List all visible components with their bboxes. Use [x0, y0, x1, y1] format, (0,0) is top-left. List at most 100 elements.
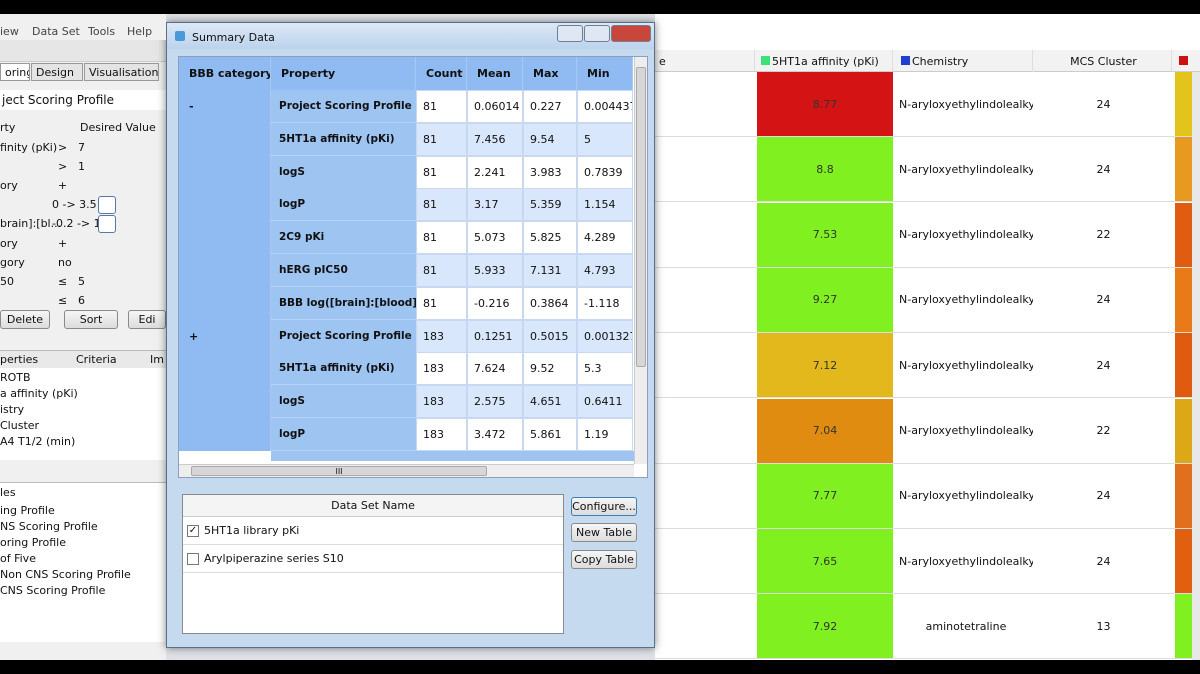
strip-cell [1175, 202, 1192, 267]
value-cell: 3.472 [467, 418, 523, 451]
header-label: e [659, 54, 666, 68]
grid-header [1175, 50, 1192, 72]
value-cell: 0.004437 [577, 90, 633, 123]
value-cell: 7.456 [467, 122, 523, 156]
list-header: Data Set Name [183, 495, 563, 517]
criterion-name: 50 [0, 274, 14, 288]
button[interactable]: Copy Table [571, 550, 637, 569]
button[interactable]: Delete [0, 310, 50, 329]
toolbar [0, 40, 166, 62]
bottom-bar [0, 660, 1200, 674]
menu-item[interactable]: Tools [88, 24, 116, 38]
value-cell: 7.624 [467, 352, 523, 386]
button[interactable]: Configure... [571, 497, 637, 516]
affinity-cell: 7.65 [757, 529, 893, 594]
value-cell: 0.3864 [523, 286, 577, 320]
affinity-cell: 7.77 [757, 463, 893, 528]
row-line [183, 572, 563, 573]
menu-item[interactable]: Help [127, 24, 153, 38]
scrollbar [1192, 72, 1200, 660]
chemistry-cell: N-aryloxyethylindolealkyl... [899, 97, 1033, 111]
checkbox[interactable]: ✓ [187, 525, 199, 537]
criterion-op: > [58, 140, 68, 154]
property-cell: 5HT1a affinity (pKi) [271, 352, 416, 386]
cluster-cell: 22 [1096, 228, 1111, 242]
profile-item[interactable]: CNS Scoring Profile [0, 583, 106, 597]
profile-item[interactable]: oring Profile [0, 535, 66, 549]
button[interactable]: Edi [128, 310, 166, 329]
menu-item[interactable]: iew [0, 24, 19, 38]
category-cell: - [179, 90, 271, 320]
table-header: Min [577, 57, 633, 90]
property-cell: BBB log([brain]:[blood]) [271, 286, 416, 320]
criterion-name: gory [0, 255, 25, 269]
value-cell: 5.359 [523, 188, 577, 222]
property-cell: Project Scoring Profile [271, 319, 416, 353]
property-cell: 5HT1a affinity (pKi) [271, 122, 416, 156]
checkbox[interactable] [187, 553, 199, 565]
column-header: rty [0, 120, 16, 134]
dataset-name[interactable]: 5HT1a library pKi [204, 524, 300, 537]
affinity-cell: 8.77 [757, 72, 893, 136]
value-cell: 81 [416, 188, 467, 222]
value-cell: 2.241 [467, 155, 523, 189]
strip-cell [1175, 463, 1192, 528]
value-cell: 81 [416, 254, 467, 287]
header-label: Chemistry [912, 54, 969, 68]
value-cell: 0.1251 [467, 319, 523, 353]
property-cell: hERG pIC50 [271, 254, 416, 287]
category-label: - [189, 100, 194, 113]
button[interactable]: Sort [64, 310, 118, 329]
tab[interactable]: oring [0, 63, 30, 81]
value-cell: 81 [416, 155, 467, 189]
affinity-cell: 7.92 [757, 594, 893, 659]
strip-cell [1175, 529, 1192, 594]
strip-cell [1175, 594, 1192, 659]
criterion-op: ≤ [58, 274, 68, 288]
tab[interactable]: Design [31, 63, 83, 81]
maximize-button[interactable] [584, 25, 610, 42]
header-label: MCS Cluster [1070, 54, 1137, 68]
value-cell: 3.17 [467, 188, 523, 222]
column-header: Desired Value [80, 120, 156, 134]
value-cell: 3.983 [523, 155, 577, 189]
value-cell: 81 [416, 221, 467, 255]
criterion-op: > [58, 159, 68, 173]
value-cell: 183 [416, 352, 467, 386]
cluster-cell: 13 [1096, 619, 1111, 633]
profile-item[interactable]: Non CNS Scoring Profile [0, 567, 131, 581]
minimize-button[interactable] [557, 25, 583, 42]
row-line [655, 331, 1192, 333]
profile-item[interactable]: ing Profile [0, 503, 55, 517]
chemistry-cell: N-aryloxyethylindolealkyl... [899, 162, 1033, 176]
left-panel: oringDesignVisualisation ject Scoring Pro… [0, 14, 166, 660]
header-swatch [761, 56, 770, 65]
chemistry-cell: N-aryloxyethylindolealkyl... [899, 293, 1033, 307]
profile-item[interactable]: NS Scoring Profile [0, 519, 98, 533]
row-line [655, 527, 1192, 529]
property-cell: logP [271, 188, 416, 222]
profiles-list [0, 502, 166, 642]
menu-item[interactable]: Data Set [32, 24, 80, 38]
chemistry-cell: N-aryloxyethylindolealkyl... [899, 358, 1033, 372]
partial-row [271, 450, 647, 461]
menu-bar [0, 14, 166, 40]
criterion-name: ory [0, 236, 18, 250]
profile-item[interactable]: of Five [0, 551, 36, 565]
criterion-op: + [58, 178, 68, 192]
value-cell: 0.227 [523, 90, 577, 123]
affinity-cell: 7.12 [757, 333, 893, 398]
button[interactable]: New Table [571, 523, 637, 542]
value-cell: 7.131 [523, 254, 577, 287]
cluster-cell: 24 [1096, 358, 1111, 372]
tab[interactable]: Visualisation [84, 63, 159, 81]
row-line [655, 593, 1192, 595]
scroll-thumb[interactable]: III [191, 466, 487, 476]
grid-header: MCS Cluster [1035, 50, 1172, 72]
close-button[interactable] [611, 25, 651, 42]
dataset-name[interactable]: Arylpiperazine series S10 [204, 552, 344, 565]
value-cell: 0.7839 [577, 155, 633, 189]
table-header: Count [416, 57, 467, 90]
property-cell: logP [271, 418, 416, 451]
